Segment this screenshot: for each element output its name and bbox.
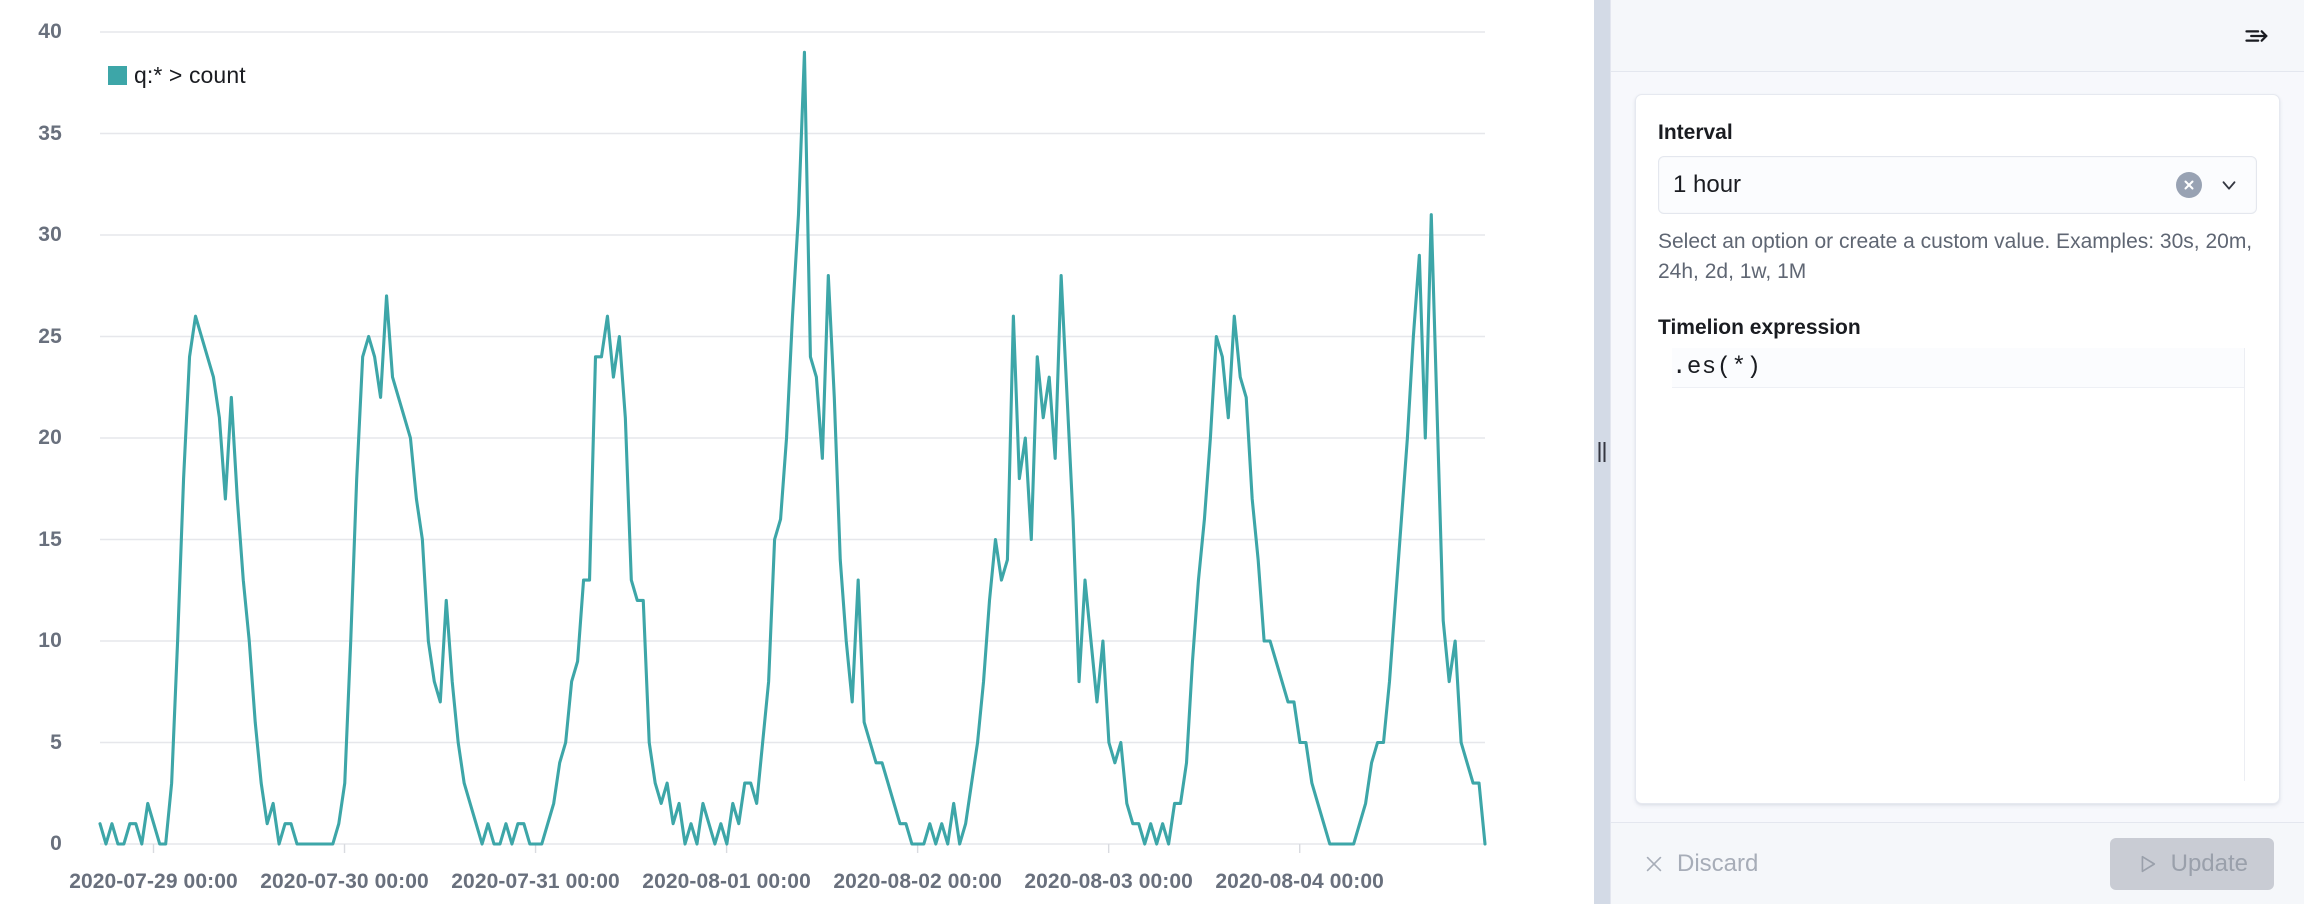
legend-label: q:* > count [134,62,246,88]
series-line [98,50,1487,846]
x-tick-label: 2020-08-04 00:00 [1215,870,1384,893]
options-panel: Interval 1 hour Selec [1610,0,2304,904]
clear-icon[interactable] [2176,172,2202,198]
expression-editor[interactable]: .es(*) [1658,347,2257,781]
x-tick-label: 2020-07-31 00:00 [451,870,620,893]
cross-glyph-icon [2184,180,2194,190]
options-card: Interval 1 hour Selec [1635,94,2280,804]
discard-label: Discard [1677,849,1759,877]
y-tick-label: 5 [50,730,62,754]
y-tick-label: 0 [50,832,62,855]
y-axis: 0 5 10 15 20 25 30 35 40 [0,0,62,904]
timeseries-chart[interactable] [0,0,1594,904]
y-tick-label: 10 [38,629,62,652]
panel-body: Interval 1 hour Selec [1611,72,2304,822]
y-tick-label: 20 [38,426,62,449]
collapse-panel-icon[interactable] [2236,15,2278,57]
update-button[interactable]: Update [2109,837,2274,890]
chevron-down-icon[interactable] [2216,172,2242,198]
interval-combobox[interactable]: 1 hour [1658,156,2257,214]
discard-button[interactable]: Discard [1637,842,1764,886]
expression-label: Timelion expression [1658,315,1861,339]
x-tick-label: 2020-07-30 00:00 [260,870,429,893]
y-tick-label: 40 [38,20,62,43]
chart-legend[interactable]: q:* > count [108,62,246,89]
y-tick-label: 25 [38,324,62,348]
chart-pane: 0 5 10 15 20 25 30 35 40 2020-07-29 00:00 2020-07… [0,0,1594,904]
interval-label: Interval [1658,121,1733,144]
legend-swatch-icon [108,66,127,85]
expression-input[interactable]: .es(*) [1672,347,2257,388]
x-tick-label: 2020-08-03 00:00 [1024,870,1193,893]
interval-help-text: Select an option or create a custom valu… [1658,230,2253,284]
play-icon [2141,855,2155,872]
cross-icon [1646,856,1662,871]
y-tick-label: 15 [38,527,62,551]
panel-footer: Discard Update [1611,822,2304,904]
expression-scrollbar[interactable] [2244,347,2257,781]
panel-header [1611,0,2304,72]
y-tick-label: 30 [38,223,62,246]
y-tick-label: 35 [38,121,62,145]
update-label: Update [2170,849,2248,877]
arrow-right-lines-icon [2245,29,2268,42]
interval-value: 1 hour [1673,171,1742,198]
x-tick-label: 2020-08-02 00:00 [833,870,1002,893]
x-tick-label: 2020-08-01 00:00 [642,870,811,893]
panel-resize-handle[interactable] [1594,0,1610,904]
x-tick-label: 2020-07-29 00:00 [69,870,238,893]
expression-value: .es(*) [1672,353,1762,381]
chevron-glyph-icon [2222,181,2236,190]
resize-grip-icon [1598,442,1606,462]
